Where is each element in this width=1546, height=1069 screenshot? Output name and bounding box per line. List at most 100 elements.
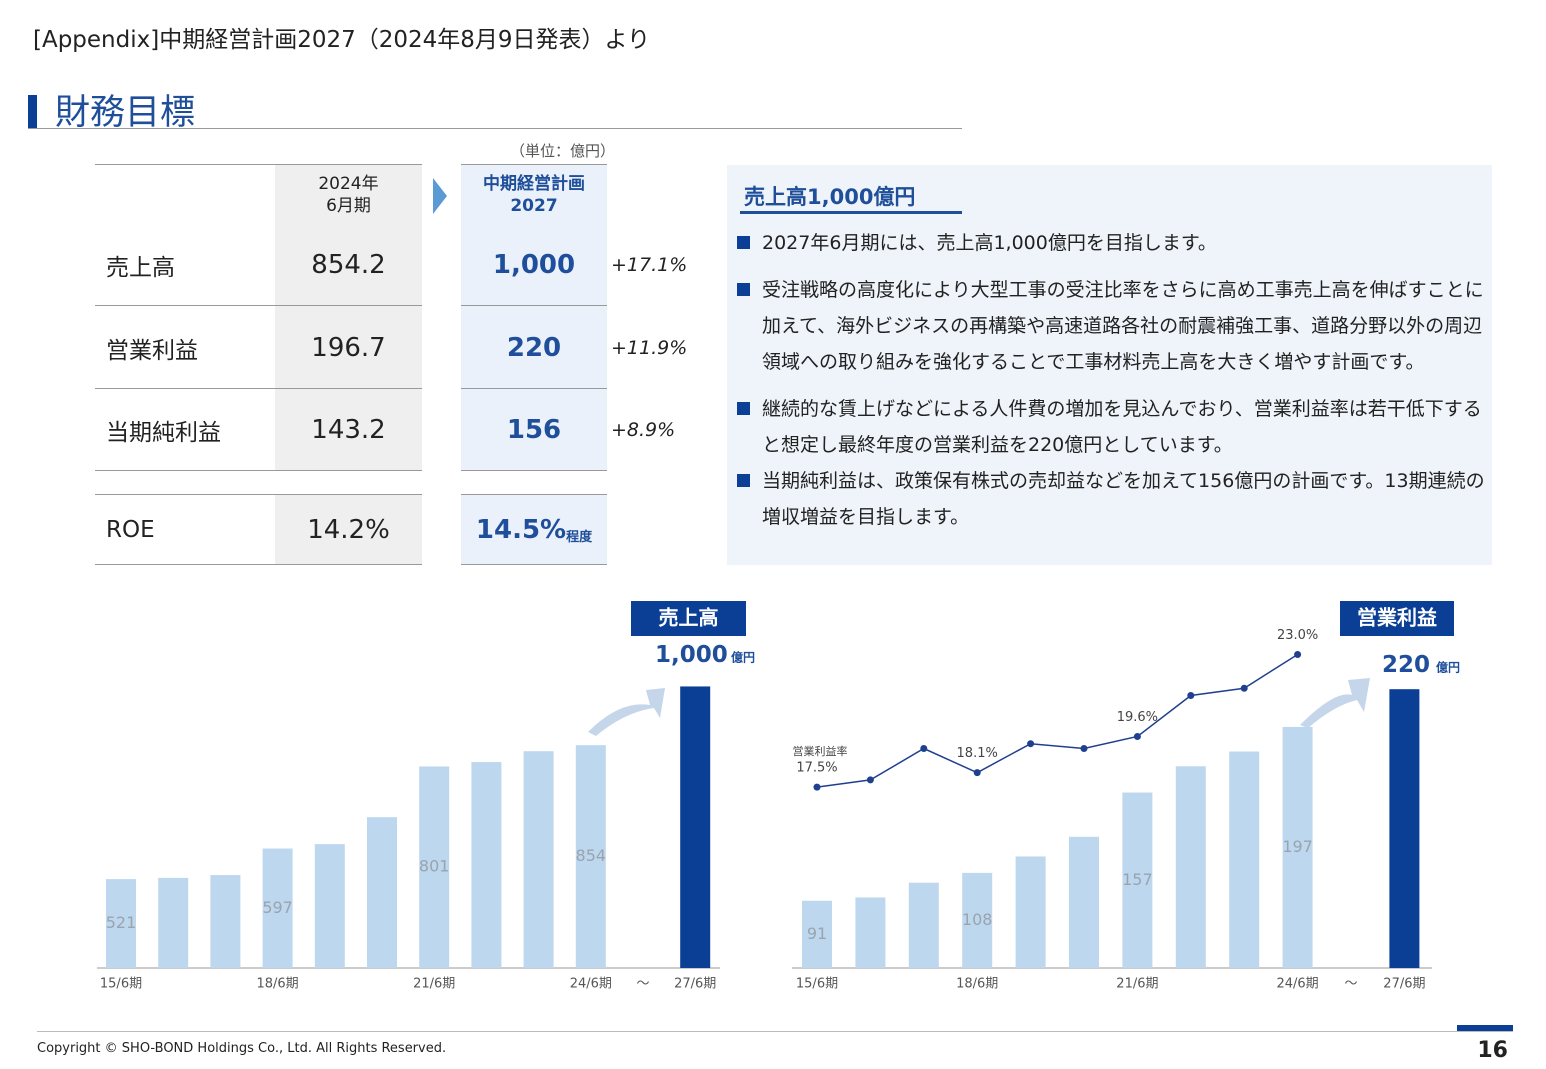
col-bg bbox=[461, 494, 607, 565]
bar bbox=[962, 872, 993, 968]
bar bbox=[802, 900, 832, 968]
line-point bbox=[1027, 740, 1035, 748]
bar bbox=[908, 882, 939, 968]
section-title: 財務目標 bbox=[55, 93, 196, 133]
page-title: [Appendix]中期経営計画2027（2024年8月9日発表）より bbox=[33, 27, 651, 53]
line-point bbox=[1080, 745, 1088, 753]
bar bbox=[855, 897, 886, 968]
footer-accent bbox=[1457, 1025, 1513, 1031]
unit-label: 億円 bbox=[1436, 660, 1460, 675]
column-header: 中期経営計画 2027 bbox=[483, 173, 585, 216]
total-label: 1,000 bbox=[655, 642, 728, 668]
bar bbox=[314, 844, 345, 968]
line-point bbox=[973, 769, 981, 777]
bar bbox=[419, 766, 450, 968]
summary-heading: 売上高1,000億円 bbox=[744, 185, 916, 209]
total-value: 220 bbox=[1382, 652, 1430, 678]
bar-label: 854 bbox=[576, 846, 607, 865]
badge-label: 営業利益 bbox=[1357, 606, 1437, 630]
unit-label: 億円 bbox=[731, 650, 755, 665]
rule bbox=[95, 564, 422, 565]
bullet-text: 継続的な賃上げなどによる人件費の増加を見込んでおり、営業利益率は若干低下すると想… bbox=[762, 398, 1482, 456]
bar bbox=[158, 877, 189, 968]
line-point bbox=[920, 745, 928, 753]
bar-label: 597 bbox=[262, 898, 293, 917]
change-cell: +17.1% bbox=[611, 254, 688, 276]
rule bbox=[461, 564, 607, 565]
bar bbox=[1229, 751, 1260, 968]
footer-rule bbox=[37, 1031, 1513, 1032]
change-cell: +11.9% bbox=[611, 336, 688, 359]
x-tick-label: 27/6期 bbox=[1383, 977, 1425, 992]
bar bbox=[262, 848, 293, 968]
bar bbox=[1122, 792, 1153, 968]
point-label: 19.6% bbox=[1117, 710, 1158, 725]
rule bbox=[461, 388, 607, 389]
bar bbox=[367, 817, 397, 968]
point-label: 18.1% bbox=[957, 746, 998, 761]
value-cell: 143.2 bbox=[311, 415, 386, 445]
line-point bbox=[1240, 684, 1248, 692]
value-cell: 196.7 bbox=[311, 332, 386, 363]
rule bbox=[461, 164, 607, 165]
section-rule bbox=[28, 128, 962, 129]
x-tick-label: 24/6期 bbox=[570, 977, 612, 992]
x-tick-label: ～ bbox=[1344, 977, 1357, 992]
bullet-text: 2027年6月期には、売上高1,000億円を目指します。 bbox=[762, 232, 1217, 254]
badge bbox=[1340, 601, 1454, 636]
line bbox=[816, 653, 1299, 788]
page-number: 16 bbox=[1477, 1038, 1508, 1063]
section-marker bbox=[28, 95, 37, 128]
value-cell: 854.2 bbox=[311, 250, 386, 280]
rule bbox=[461, 305, 607, 306]
bullet-text: 受注戦略の高度化により大型工事の受注比率をさらに高め工事売上高を伸ばすことに加え… bbox=[762, 279, 1484, 373]
total-label: 220 bbox=[1382, 652, 1430, 678]
summary-box bbox=[727, 165, 1492, 565]
col-bg bbox=[275, 165, 422, 471]
bar bbox=[1175, 766, 1206, 968]
bar bbox=[210, 875, 241, 968]
x-tick-label: ～ bbox=[636, 977, 649, 992]
arrow-graphic bbox=[1300, 678, 1370, 728]
plan-cell: 1,000 bbox=[492, 250, 576, 280]
x-tick-label: 27/6期 bbox=[674, 977, 716, 992]
bar bbox=[106, 879, 136, 968]
rule bbox=[95, 305, 422, 306]
bullet-text: 当期純利益は、政策保有株式の売却益などを加えて156億円の計画です。13期連続の… bbox=[762, 470, 1485, 528]
copyright: Copyright © SHO-BOND Holdings Co., Ltd. … bbox=[37, 1041, 447, 1056]
plan-cell: 14.5% 程度 bbox=[461, 494, 607, 565]
column-header: 2024年 6月期 bbox=[318, 173, 379, 216]
line-point bbox=[1294, 650, 1302, 658]
point-label: 17.5% bbox=[796, 761, 837, 776]
bullet-icon bbox=[737, 283, 750, 296]
plan-suffix: 程度 bbox=[566, 530, 593, 545]
line-annotation: 営業利益率 bbox=[793, 744, 848, 758]
plan-value: 14.5% bbox=[475, 514, 567, 545]
col-bg bbox=[461, 165, 607, 471]
charts: 15/6期 18/6期 21/6期 24/6期 ～ 27/6期 売上高 521 597 801 85… bbox=[97, 601, 1460, 992]
bar bbox=[1069, 836, 1099, 968]
value-cell: 14.2% bbox=[307, 514, 390, 545]
bar bbox=[575, 745, 606, 968]
bar-label: 108 bbox=[962, 910, 993, 929]
bullet-icon bbox=[737, 402, 750, 415]
row-label: 当期純利益 bbox=[106, 420, 221, 446]
row-label: ROE bbox=[106, 516, 155, 543]
x-tick-label: 21/6期 bbox=[413, 977, 455, 992]
arrow-graphic bbox=[588, 688, 665, 736]
row-label: 営業利益 bbox=[106, 337, 198, 364]
rule bbox=[95, 164, 422, 165]
line-point bbox=[813, 783, 821, 791]
rule bbox=[95, 388, 422, 389]
bar bbox=[471, 762, 502, 968]
row-label: 売上高 bbox=[106, 255, 175, 281]
x-tick-label: 18/6期 bbox=[956, 977, 998, 992]
bar bbox=[523, 751, 554, 968]
line-point bbox=[1187, 691, 1195, 699]
badge bbox=[631, 601, 746, 636]
bullet-icon bbox=[737, 474, 750, 487]
plan-cell: 220 bbox=[506, 332, 562, 363]
x-tick-label: 24/6期 bbox=[1276, 977, 1318, 992]
arrow-icon bbox=[433, 178, 447, 214]
